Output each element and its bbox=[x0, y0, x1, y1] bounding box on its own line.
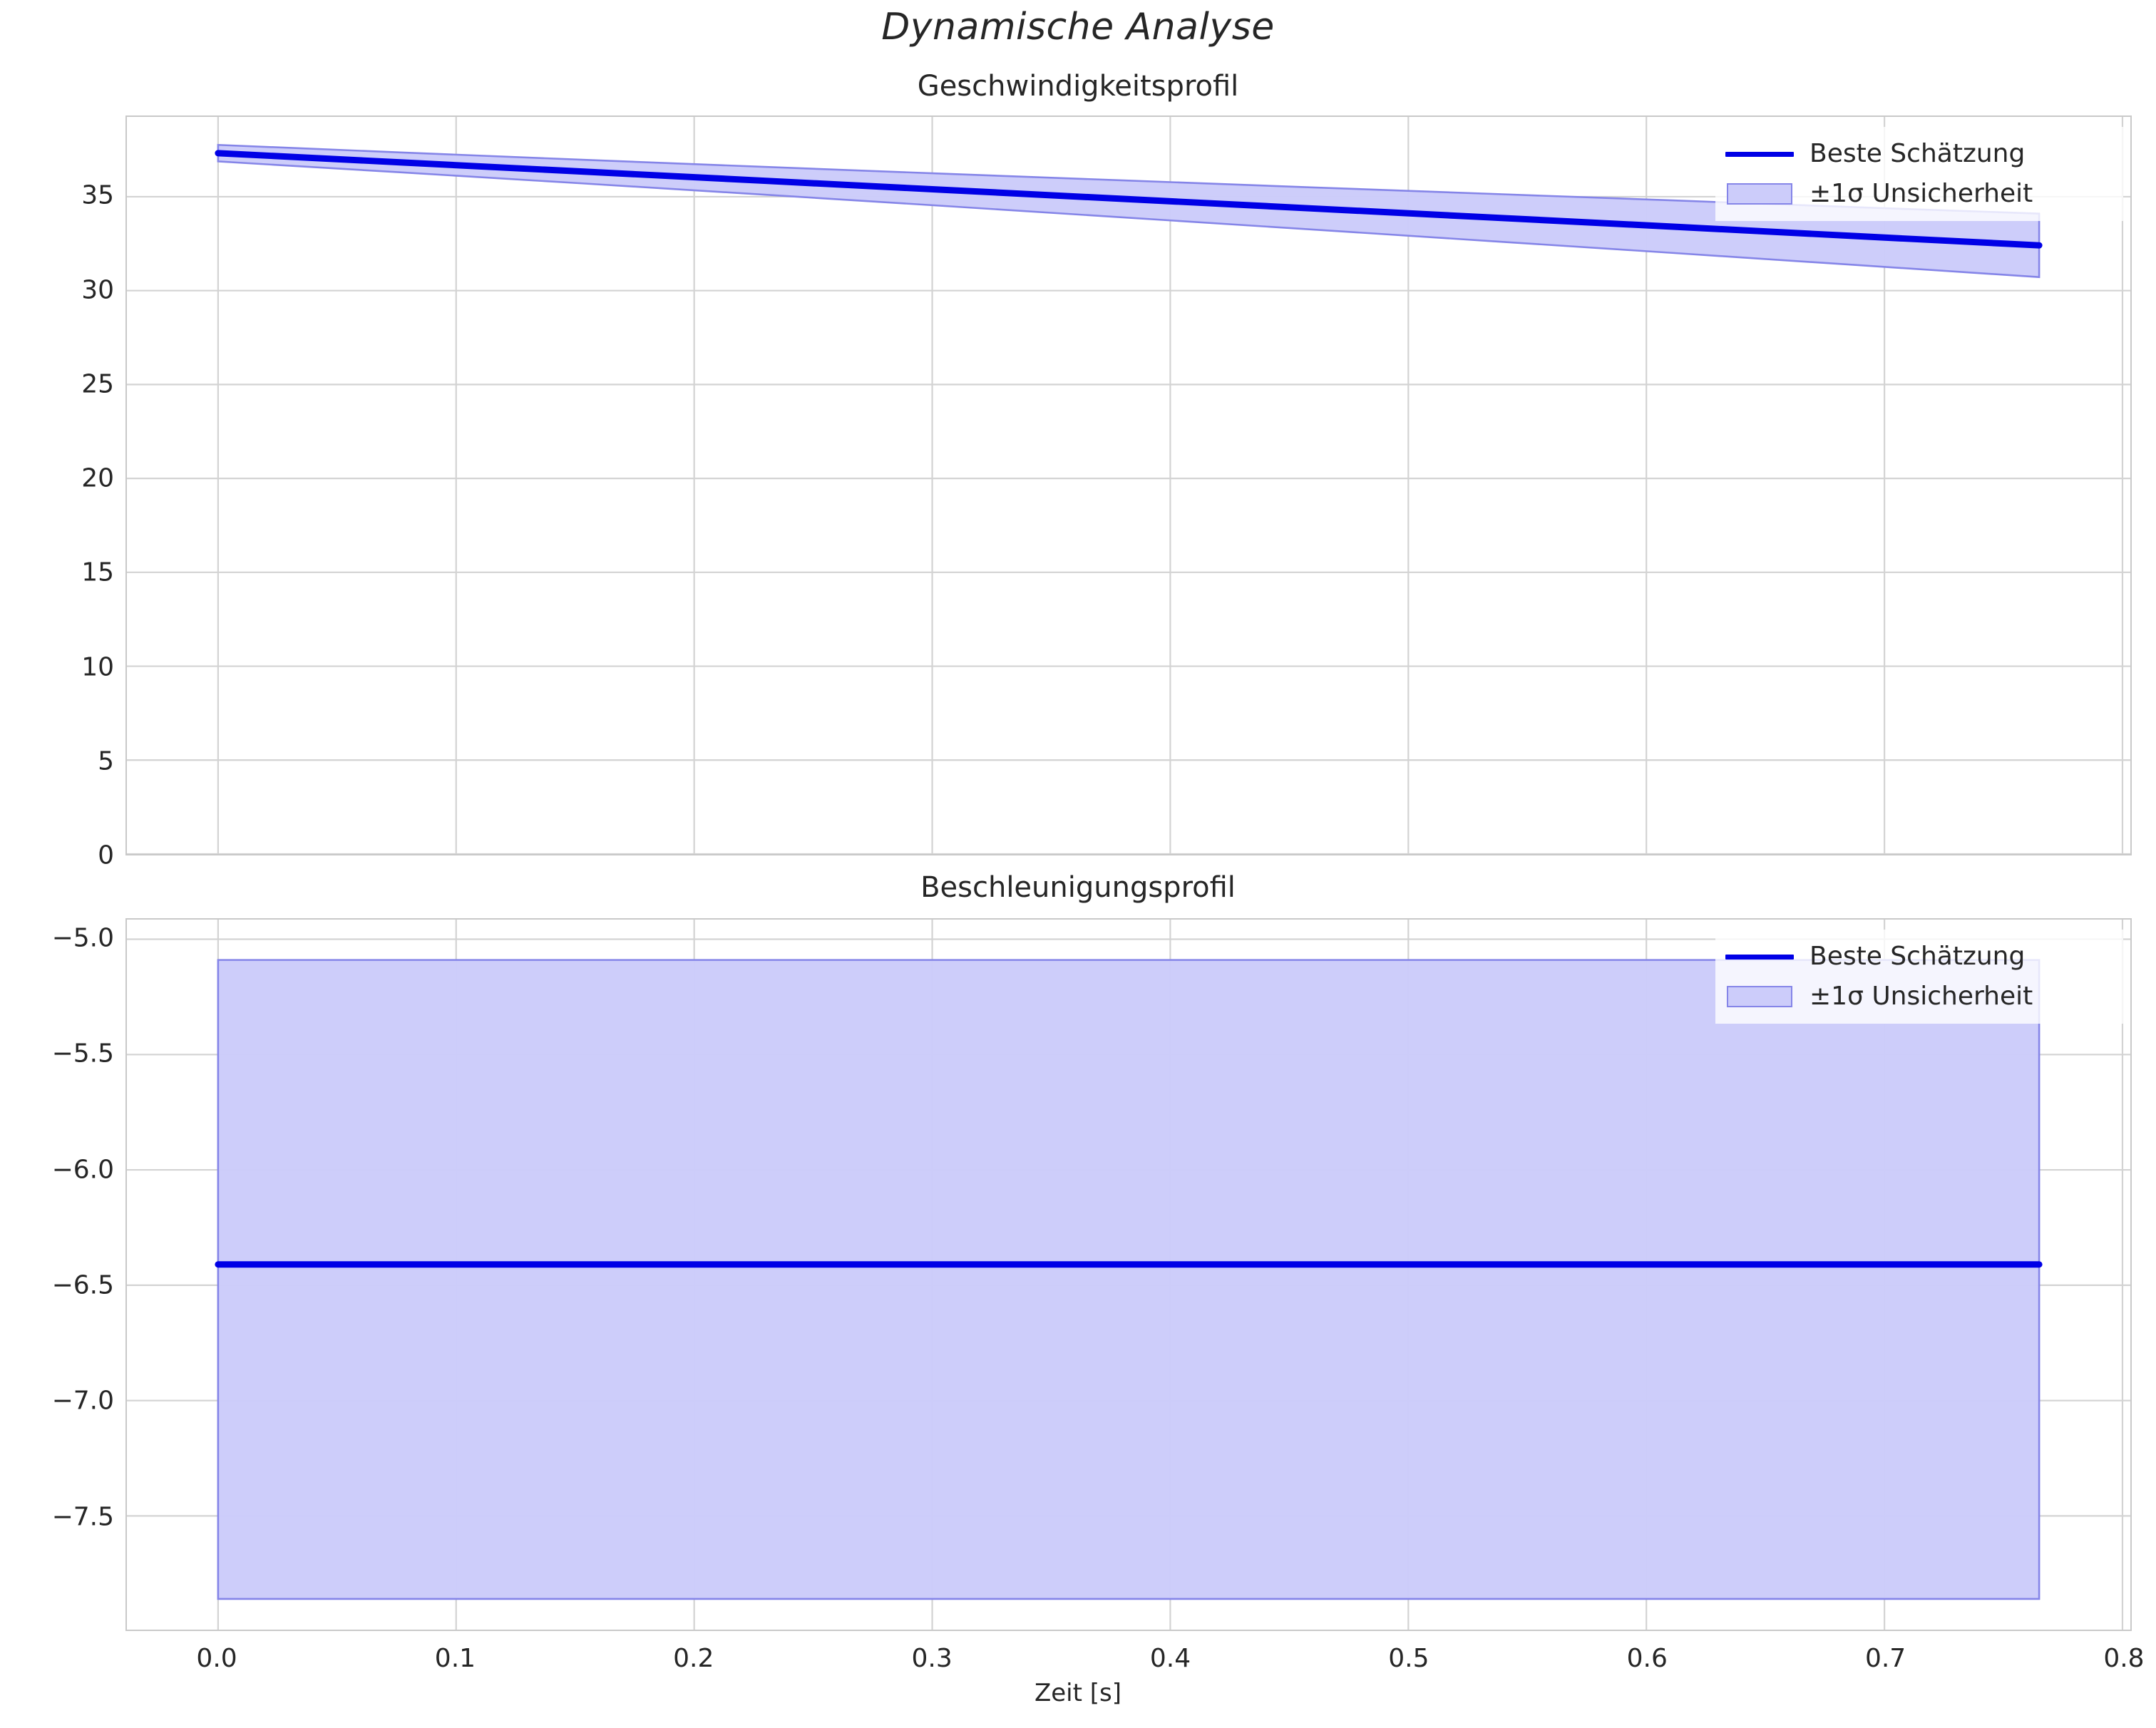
velocity-y-tick-label: 25 bbox=[81, 369, 114, 399]
x-tick-label: 0.7 bbox=[1864, 1644, 1906, 1673]
x-tick-label: 0.4 bbox=[1149, 1644, 1191, 1673]
velocity-y-tick-label: 20 bbox=[81, 463, 114, 493]
figure-suptitle: Dynamische Analyse bbox=[881, 6, 1275, 48]
x-tick-label: 0.5 bbox=[1388, 1644, 1429, 1673]
velocity-y-tick-label: 30 bbox=[81, 275, 114, 305]
acceleration-y-tick-label: −7.5 bbox=[51, 1502, 114, 1532]
legend-entry-line: Beste Schätzung bbox=[1725, 937, 2110, 977]
legend-line-swatch bbox=[1725, 942, 1794, 971]
legend-line-label: Beste Schätzung bbox=[1809, 139, 2026, 168]
velocity-legend: Beste Schätzung ±1σ Unsicherheit bbox=[1715, 127, 2123, 221]
acceleration-y-tick-label: −6.5 bbox=[51, 1270, 114, 1300]
acceleration-plot-title: Beschleunigungsprofil bbox=[920, 871, 1236, 904]
acceleration-y-tick-label: −6.0 bbox=[51, 1155, 114, 1184]
velocity-plot-canvas bbox=[127, 117, 2130, 854]
x-tick-label: 0.0 bbox=[196, 1644, 237, 1673]
uncertainty-band bbox=[217, 959, 2040, 1600]
legend-band-label: ±1σ Unsicherheit bbox=[1809, 179, 2033, 208]
acceleration-legend: Beste Schätzung ±1σ Unsicherheit bbox=[1715, 930, 2123, 1024]
velocity-plot-title: Geschwindigkeitsprofil bbox=[917, 70, 1239, 103]
x-tick-label: 0.3 bbox=[911, 1644, 953, 1673]
acceleration-y-tick-label: −5.5 bbox=[51, 1039, 114, 1069]
acceleration-y-tick-label: −7.0 bbox=[51, 1386, 114, 1416]
best-estimate-line bbox=[215, 150, 2043, 249]
legend-entry-band: ±1σ Unsicherheit bbox=[1725, 174, 2110, 214]
legend-line-swatch bbox=[1725, 140, 1794, 168]
acceleration-plot-canvas bbox=[127, 920, 2130, 1630]
x-tick-label: 0.6 bbox=[1626, 1644, 1668, 1673]
acceleration-axes bbox=[125, 918, 2132, 1631]
legend-band-swatch bbox=[1725, 180, 1794, 208]
velocity-y-tick-label: 35 bbox=[81, 180, 114, 210]
velocity-axes bbox=[125, 115, 2132, 855]
x-tick-label: 0.2 bbox=[673, 1644, 714, 1673]
velocity-y-tick-label: 15 bbox=[81, 557, 114, 587]
gridlines bbox=[127, 117, 2130, 854]
x-tick-label: 0.1 bbox=[434, 1644, 476, 1673]
velocity-y-tick-label: 0 bbox=[98, 840, 114, 870]
x-axis-label: Zeit [s] bbox=[1034, 1679, 1122, 1707]
legend-entry-line: Beste Schätzung bbox=[1725, 134, 2110, 174]
legend-line-label: Beste Schätzung bbox=[1809, 942, 2026, 971]
acceleration-y-tick-label: −5.0 bbox=[51, 923, 114, 953]
x-tick-label: 0.8 bbox=[2103, 1644, 2145, 1673]
legend-band-label: ±1σ Unsicherheit bbox=[1809, 982, 2033, 1011]
velocity-y-tick-label: 10 bbox=[81, 652, 114, 682]
legend-entry-band: ±1σ Unsicherheit bbox=[1725, 977, 2110, 1017]
legend-band-swatch bbox=[1725, 982, 1794, 1011]
velocity-y-tick-label: 5 bbox=[98, 746, 114, 776]
